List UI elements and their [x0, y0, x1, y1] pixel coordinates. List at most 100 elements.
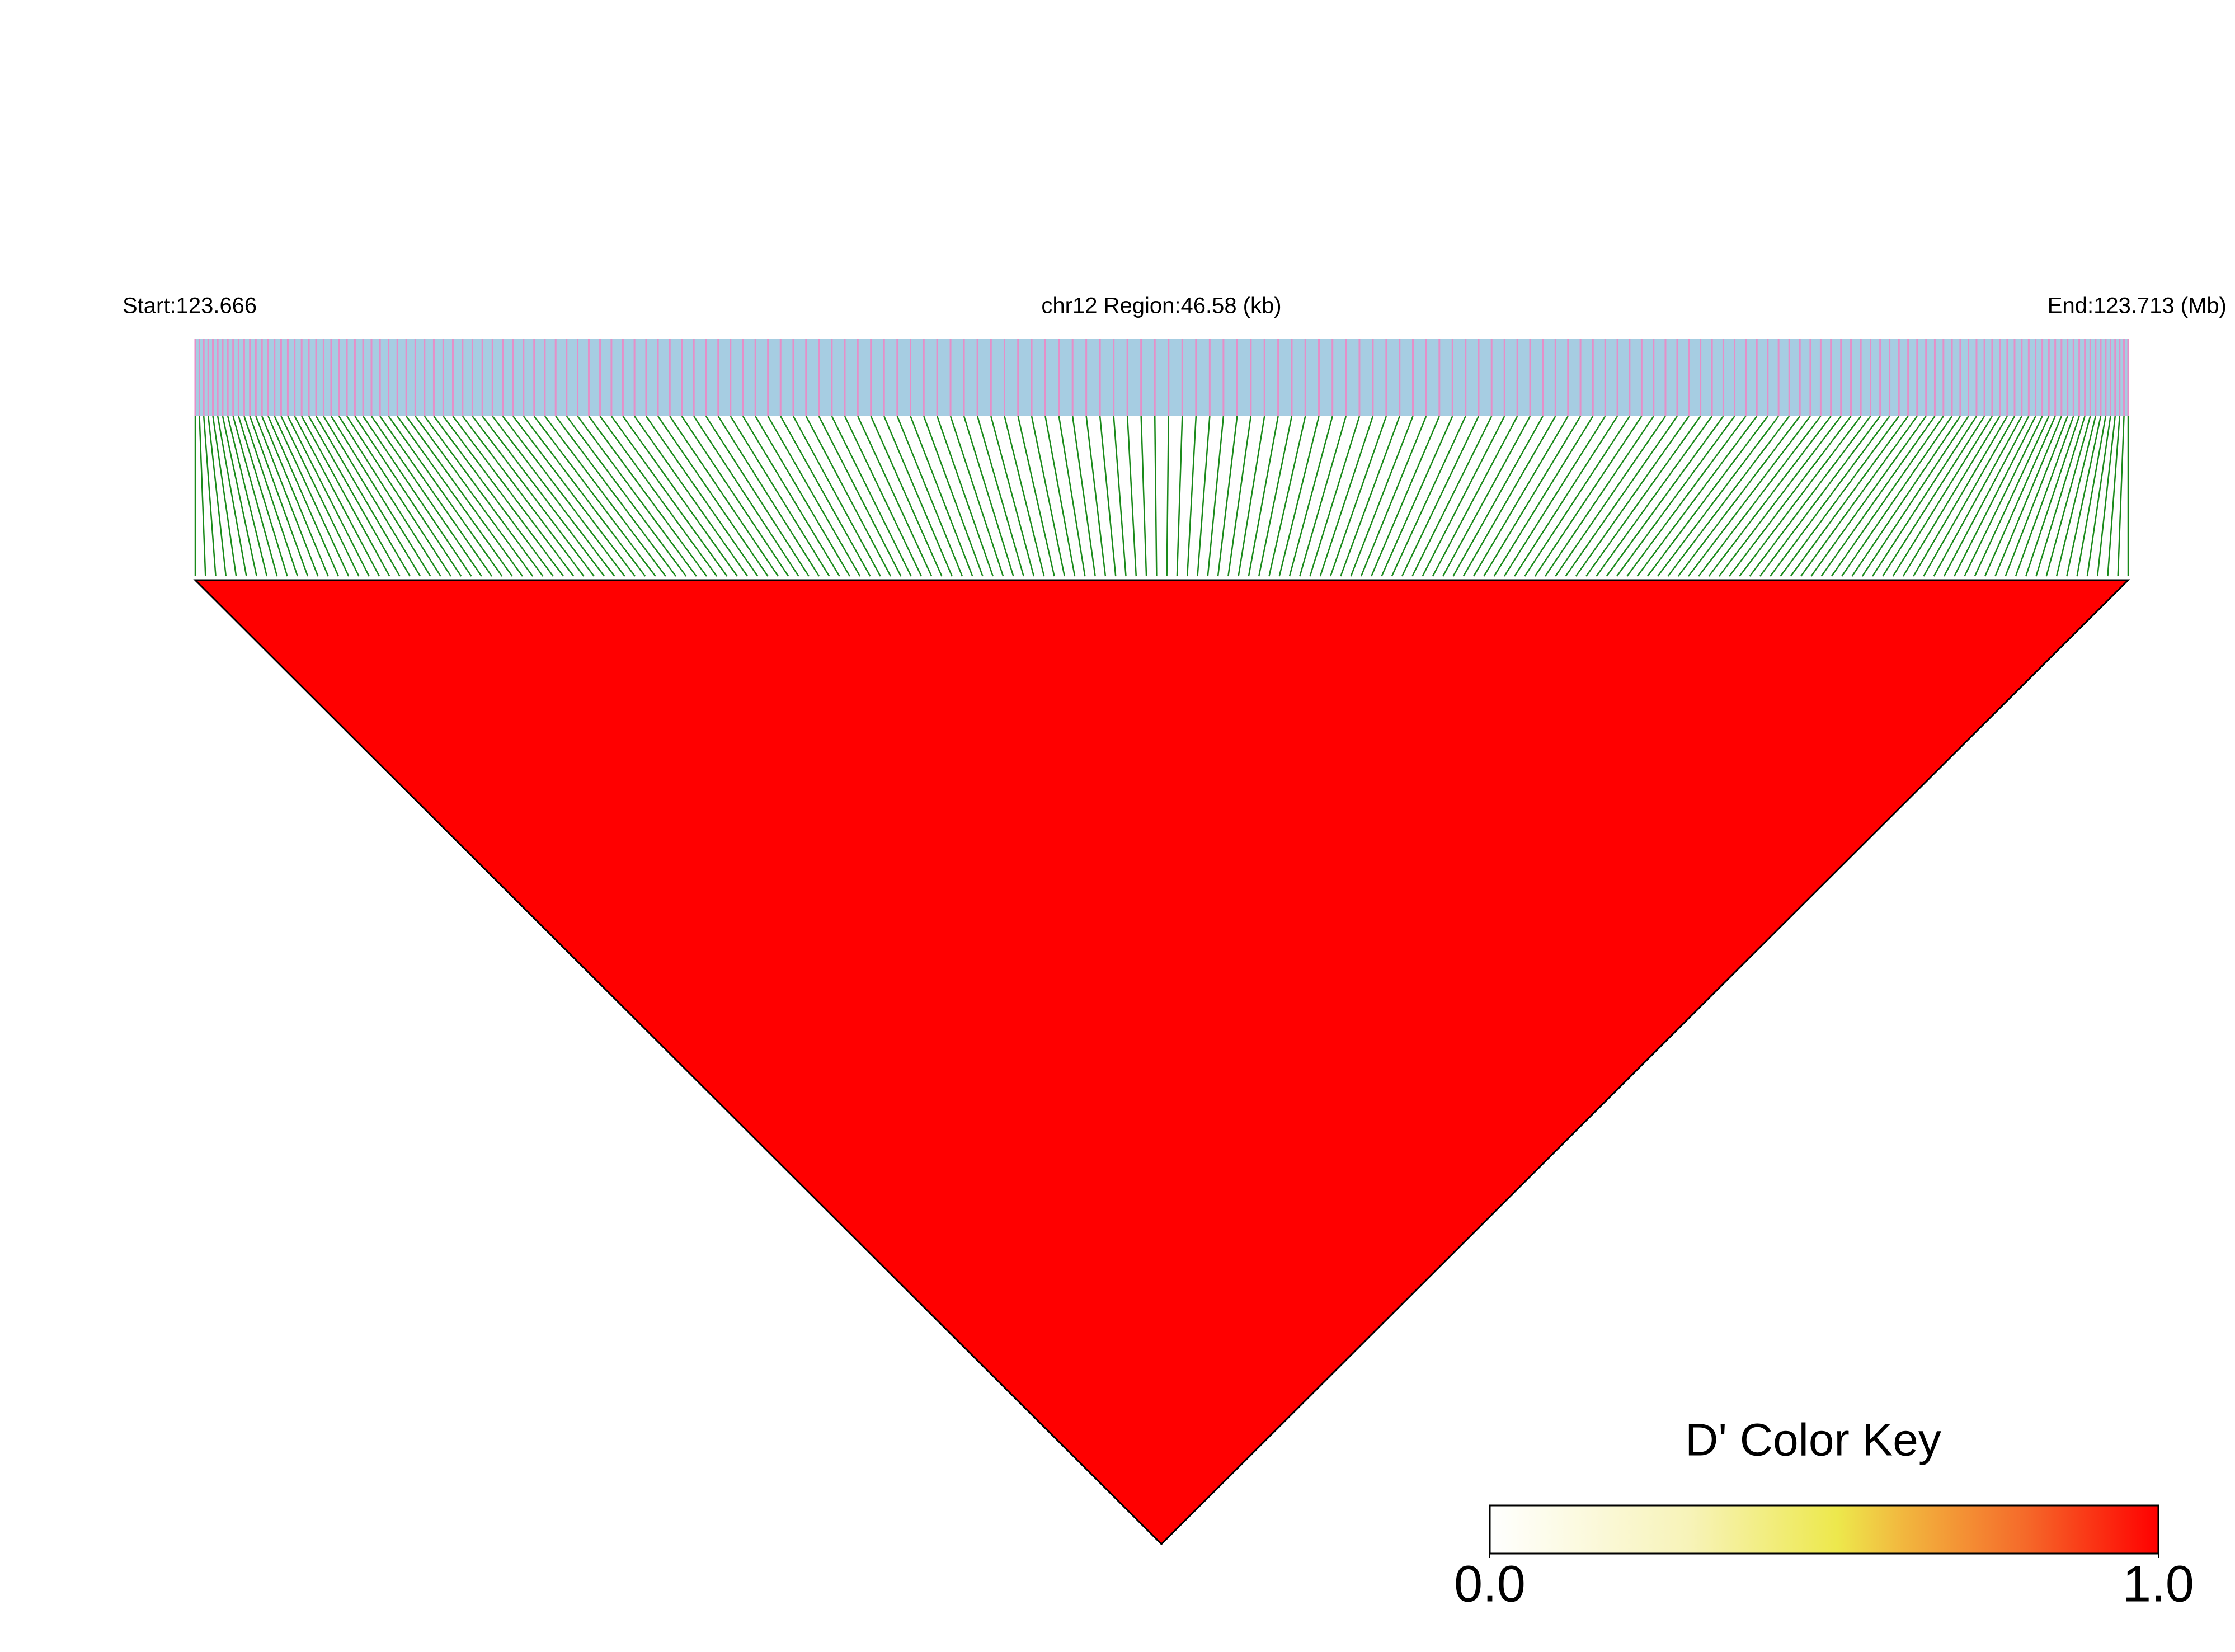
snp-connector [1739, 416, 1862, 577]
snp-connector [990, 416, 1035, 577]
snp-connector [2086, 416, 2111, 577]
snp-connector [2096, 416, 2116, 577]
snp-connector [1207, 416, 1225, 577]
color-key-tick-label: 0.0 [1454, 1555, 1526, 1612]
snp-connector [1585, 416, 1701, 577]
snp-connector [255, 416, 319, 577]
snp-connector [780, 416, 871, 577]
snp-connector [472, 416, 595, 577]
snp-connector [330, 416, 431, 577]
snp-connector [1483, 416, 1582, 577]
snp-connector [1227, 416, 1252, 577]
snp-connector [767, 416, 861, 577]
snp-connector [1493, 416, 1594, 577]
snp-connector [452, 416, 575, 577]
snp-connector [2117, 416, 2125, 577]
snp-connector [831, 416, 912, 577]
snp-connector [1994, 416, 2062, 577]
snp-connector [199, 416, 206, 577]
snp-connector [792, 416, 881, 577]
snp-connector [1288, 416, 1333, 577]
snp-connector [883, 416, 953, 577]
snp-connector [261, 416, 329, 577]
snp-connector [976, 416, 1024, 577]
snp-connector [1432, 416, 1518, 577]
snp-connector [2076, 416, 2107, 577]
snp-connector [346, 416, 452, 577]
snp-connector [1677, 416, 1801, 577]
snp-connector [232, 416, 278, 577]
snp-connector [844, 416, 923, 577]
snp-connector [1472, 416, 1569, 577]
snp-connector [203, 416, 217, 577]
snp-connector [1555, 416, 1667, 577]
snp-connector [249, 416, 309, 577]
snp-connector [406, 416, 523, 577]
color-key-title: D' Color Key [1685, 1415, 1941, 1466]
end-label: End:123.713 (Mb) [2048, 294, 2227, 318]
snp-connector [1391, 416, 1466, 577]
snp-connector [1462, 416, 1556, 577]
snp-connector [1381, 416, 1453, 577]
snp-connector [577, 416, 697, 577]
snp-connector [433, 416, 554, 577]
snp-connector [1800, 416, 1918, 577]
snp-connector [227, 416, 268, 577]
snp-connector [2025, 416, 2080, 577]
snp-connector [1729, 416, 1852, 577]
snp-connector [482, 416, 605, 577]
snp-connector [267, 416, 340, 577]
snp-connector [379, 416, 493, 577]
snp-connector [1544, 416, 1654, 577]
snp-connector [1534, 416, 1643, 577]
snp-connector [1636, 416, 1758, 577]
snp-connector [1718, 416, 1842, 577]
snp-connector [462, 416, 585, 577]
snp-connector [1770, 416, 1890, 577]
snp-connector [1258, 416, 1293, 577]
snp-connector [388, 416, 503, 577]
snp-connector [1099, 416, 1117, 577]
snp-connector [1503, 416, 1606, 577]
snp-connector [1790, 416, 1909, 577]
snp-connector [512, 416, 636, 577]
snp-connector [1017, 416, 1055, 577]
snp-connector [2015, 416, 2074, 577]
snp-connector [949, 416, 1004, 577]
snp-connector [397, 416, 513, 577]
snp-connector [492, 416, 615, 577]
snp-connector [315, 416, 411, 577]
snp-connector [1004, 416, 1045, 577]
snp-connector [1708, 416, 1832, 577]
snp-connector [533, 416, 656, 577]
snp-connector [2055, 416, 2097, 577]
snp-connector [755, 416, 851, 577]
snp-connector [1217, 416, 1238, 577]
snp-connector [1657, 416, 1780, 577]
snp-connector [1626, 416, 1747, 577]
snp-connector [1841, 416, 1953, 577]
snp-connector [1524, 416, 1630, 577]
snp-connector [338, 416, 441, 577]
snp-connector [1186, 416, 1197, 577]
snp-connector [1861, 416, 1969, 577]
snp-connector [1126, 416, 1137, 577]
snp-connector [1044, 416, 1076, 577]
snp-connector [1596, 416, 1713, 577]
snp-connector [923, 416, 984, 577]
snp-connector [243, 416, 298, 577]
snp-connector [1197, 416, 1211, 577]
snp-connector [588, 416, 708, 577]
snp-connector [1923, 416, 2016, 577]
snp-connector [2005, 416, 2068, 577]
snp-connector [1360, 416, 1427, 577]
snp-connector [1299, 416, 1347, 577]
snp-connector [1319, 416, 1374, 577]
snp-connector [1964, 416, 2043, 577]
snp-connector [294, 416, 380, 577]
snp-connector [354, 416, 462, 577]
snp-connector [669, 416, 779, 577]
snp-connector [207, 416, 227, 577]
snp-connector [1606, 416, 1724, 577]
